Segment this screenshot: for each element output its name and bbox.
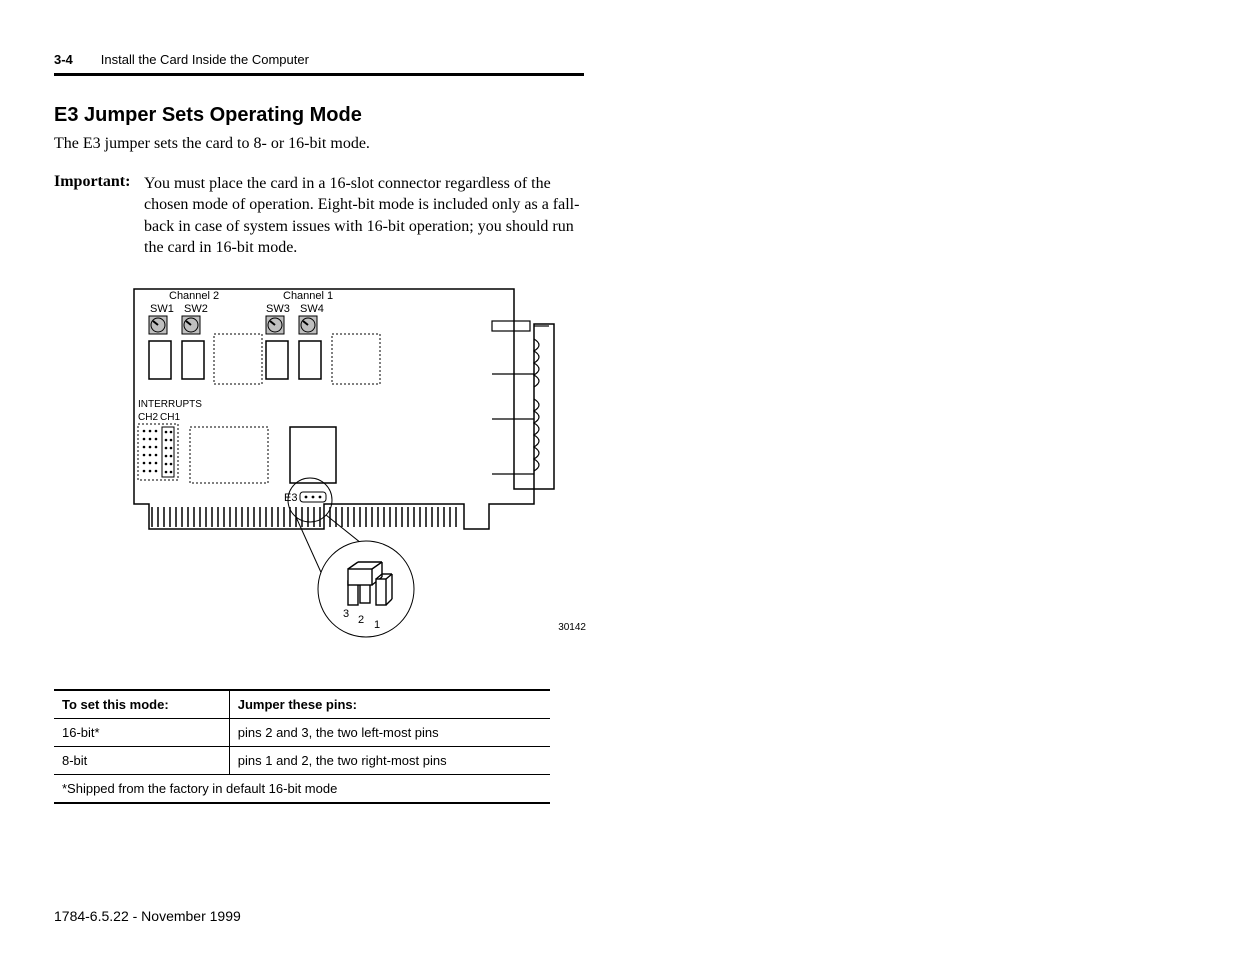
e3-label: E3 [284,492,297,504]
diagram-svg: Channel 2 SW1 SW2 Channel 1 [94,279,594,639]
dial-icon [182,316,200,334]
interrupts-label: INTERRUPTS [138,399,202,410]
sw1-label: SW1 [150,303,174,315]
pins-cell: pins 1 and 2, the two right-most pins [229,746,550,774]
table-row: 8-bit pins 1 and 2, the two right-most p… [54,746,550,774]
important-label: Important: [54,173,138,259]
mode-cell: 8-bit [54,746,229,774]
pin1-label: 1 [374,619,380,631]
section-heading: E3 Jumper Sets Operating Mode [54,104,584,127]
col-pins-header: Jumper these pins: [229,690,550,719]
important-note: Important: You must place the card in a … [54,173,584,259]
dial-icon [149,316,167,334]
dial-icon [299,316,317,334]
page-header: 3-4 Install the Card Inside the Computer [54,52,584,67]
ch2-label: CH2 [138,412,158,423]
col-mode-header: To set this mode: [54,690,229,719]
important-text: You must place the card in a 16-slot con… [144,173,584,259]
publication-id: 1784-6.5.22 - November 1999 [54,908,241,924]
table-footnote-row: *Shipped from the factory in default 16-… [54,774,550,803]
card-diagram: Channel 2 SW1 SW2 Channel 1 [94,279,594,639]
table-header-row: To set this mode: Jumper these pins: [54,690,550,719]
table-footnote: *Shipped from the factory in default 16-… [54,774,550,803]
chapter-title: Install the Card Inside the Computer [101,52,309,67]
section-intro: The E3 jumper sets the card to 8- or 16-… [54,133,584,155]
channel1-label: Channel 1 [283,290,333,302]
sw2-label: SW2 [184,303,208,315]
jumper-detail: 3 2 1 [318,541,414,637]
pin3-label: 3 [343,608,349,620]
dial-icon [266,316,284,334]
figure-id: 30142 [558,622,586,633]
ch1-label: CH1 [160,412,180,423]
page-footer: 1784-6.5.22 - November 1999 [54,908,241,924]
mode-cell: 16-bit* [54,718,229,746]
pin2-label: 2 [358,614,364,626]
table-row: 16-bit* pins 2 and 3, the two left-most … [54,718,550,746]
pins-cell: pins 2 and 3, the two left-most pins [229,718,550,746]
page-number: 3-4 [54,52,73,67]
header-rule [54,73,584,76]
mode-table: To set this mode: Jumper these pins: 16-… [54,689,550,804]
sw4-label: SW4 [300,303,324,315]
sw3-label: SW3 [266,303,290,315]
channel2-label: Channel 2 [169,290,219,302]
